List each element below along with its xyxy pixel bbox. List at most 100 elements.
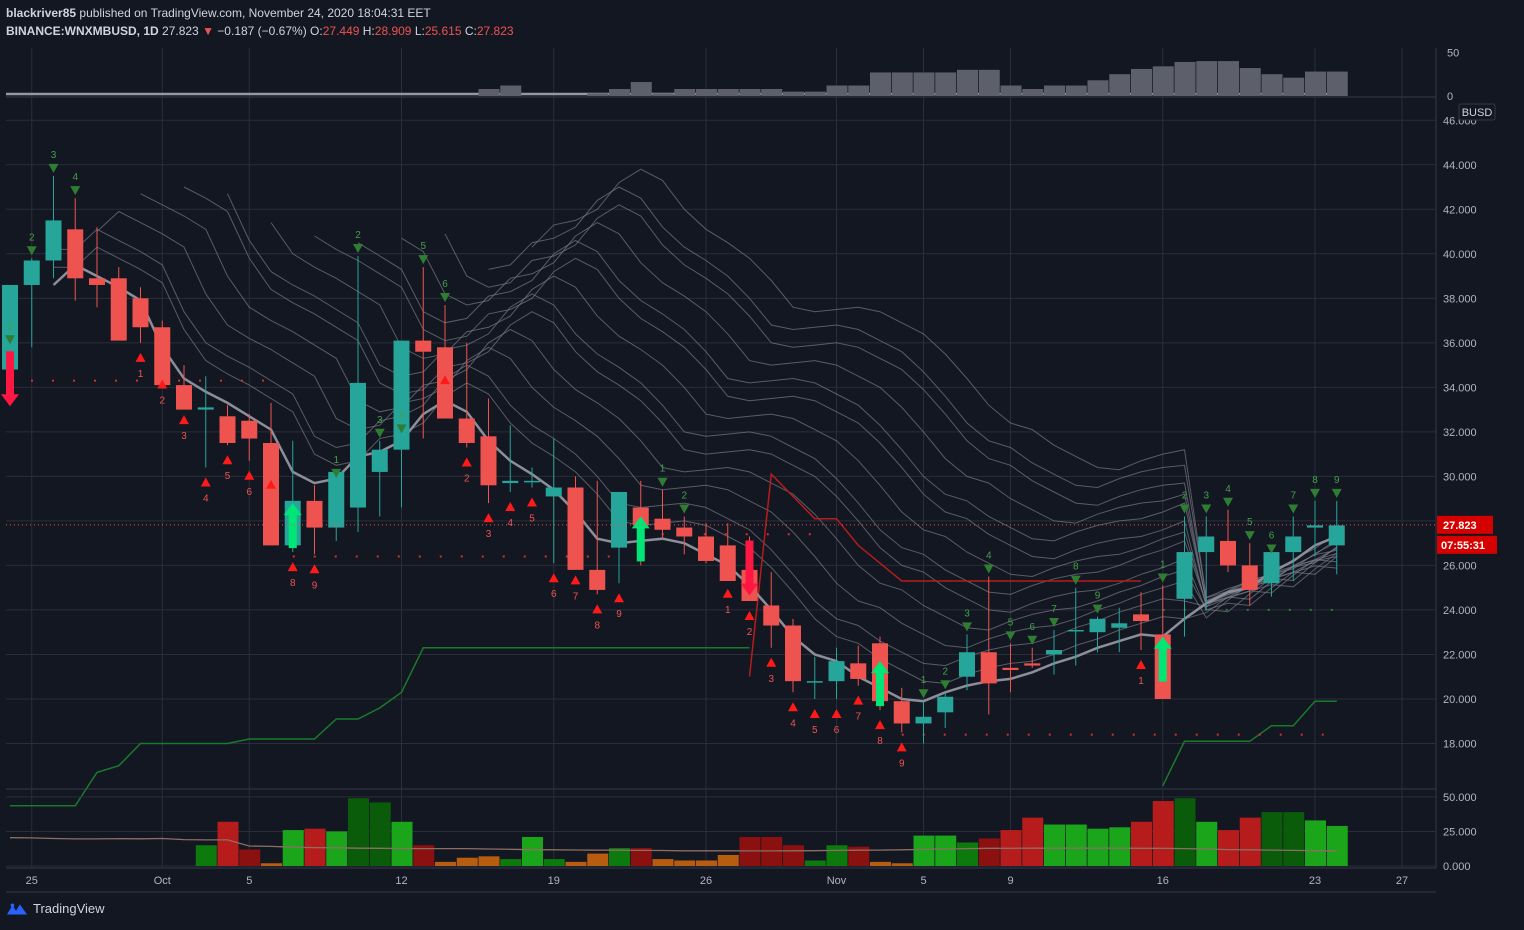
countdown-tag [1437,535,1497,554]
tradingview-brand[interactable]: TradingView [6,901,105,916]
y-tick-label: 42.000 [1443,204,1477,216]
bottom-volume-bar [935,835,957,866]
buy-setup-triangle [722,588,733,598]
buy-setup-triangle [896,742,907,752]
bottom-volume-bar [913,835,935,866]
buy-setup-count: 4 [507,518,513,529]
candle-body [263,443,279,546]
author-name[interactable]: blackriver85 [6,6,77,20]
candle-body [698,536,714,561]
ma-ribbon-line [53,246,1338,684]
y-tick-label: 30.000 [1443,471,1477,483]
ma-ribbon-line [401,222,1338,602]
bottom-volume-bar [652,859,674,866]
sell-setup-count: 3 [964,608,970,619]
top-volume-bar [1305,71,1326,96]
sell-setup-count: 3 [377,415,383,426]
candle-body [1263,552,1280,584]
buy-setup-triangle [505,501,516,511]
top-volume-bar [609,89,630,96]
top-volume-bar [1261,74,1283,96]
top-volume-bar [1022,89,1044,96]
high-label: H: [362,24,375,38]
y-tick-label: 26.000 [1443,560,1477,572]
buy-setup-count: 5 [225,471,231,482]
sell-setup-count: 6 [1269,531,1275,542]
top-volume-bar [478,89,500,96]
y-tick-label: 22.000 [1443,649,1477,661]
sell-setup-triangle [1070,575,1081,585]
buy-setup-count: 6 [246,487,252,498]
y-tick-label: 36.000 [1443,338,1477,350]
ma-ribbon-line [53,228,1338,667]
top-volume-bar [674,89,696,96]
candle-body [1285,536,1302,553]
sell-setup-triangle [1310,488,1320,498]
buy-setup-count: 6 [551,589,557,600]
symbol-name[interactable]: BINANCE:WNXMBUSD, 1D [6,24,159,38]
buy-signal-arrow [1153,636,1172,682]
sell-setup-triangle [70,186,81,196]
sell-setup-count: 5 [1008,617,1014,628]
buy-setup-count: 9 [312,580,318,591]
sell-setup-triangle [1092,604,1103,614]
sell-setup-triangle [1201,504,1212,514]
sell-setup-triangle [1027,635,1038,645]
x-tick-label: Nov [827,875,847,887]
bottom-volume-bar [1131,821,1152,866]
buy-signal-arrow-shape [1153,636,1172,682]
x-tick-label: 27 [1396,875,1408,887]
bottom-volume-bar [1261,812,1283,866]
y-tick-label: 20.000 [1443,694,1477,706]
published-text: published on TradingView.com, November 2… [79,6,431,20]
candle-body [480,436,497,486]
sell-setup-triangle [1157,573,1168,583]
bottom-volume-bar [1283,812,1305,866]
y-tick-label: 44.000 [1443,160,1477,172]
y-tick-label: 34.000 [1443,382,1477,394]
countdown-tag-label: 07:55:31 [1441,540,1485,552]
candle-body [828,661,845,682]
bottom-volume-bar [1305,820,1326,866]
ma-ribbon-line [96,210,1338,649]
buy-setup-count: 8 [290,578,296,589]
bottom-volume-tick: 25.000 [1443,826,1477,838]
sell-setup-count: 7 [1290,490,1296,501]
change-arrow-icon: ▼ [202,24,214,38]
top-volume-bar [1239,68,1261,96]
bottom-volume-bar [870,861,891,866]
top-volume-bar [1218,61,1239,96]
candle-body [89,278,105,285]
bottom-volume-bar [891,863,913,866]
sell-setup-triangle [1331,488,1342,498]
candle-body [350,382,366,508]
sell-setup-triangle [48,163,59,173]
sell-setup-count: 1 [7,321,13,332]
bottom-volume-bar [1239,817,1261,866]
bottom-volume-bar [478,856,500,866]
candle-body [676,527,693,537]
x-tick-label: 26 [700,875,712,887]
top-volume-bar [804,91,826,96]
bottom-volume-bar [522,836,543,866]
top-volume-bar [739,89,761,96]
bottom-volume-bar [413,845,435,866]
bottom-volume-bar [326,831,348,866]
sell-setup-triangle [353,244,363,254]
candle-body [1002,667,1019,671]
bottom-volume-bar [369,802,391,866]
sell-setup-count: 2 [355,230,361,241]
top-volume-bar [1283,77,1305,96]
candle-body [1067,629,1084,632]
sell-setup-triangle [440,293,450,302]
bottom-volume-bar [848,846,870,866]
candle-body [23,260,40,285]
top-volume-tick: 50 [1447,47,1459,59]
bottom-volume-bar [217,821,239,866]
x-tick-label: 25 [26,875,38,887]
buy-setup-triangle [766,657,777,667]
candle-body [328,471,345,528]
top-volume-bar [630,82,652,96]
bottom-volume-bar [456,857,478,866]
